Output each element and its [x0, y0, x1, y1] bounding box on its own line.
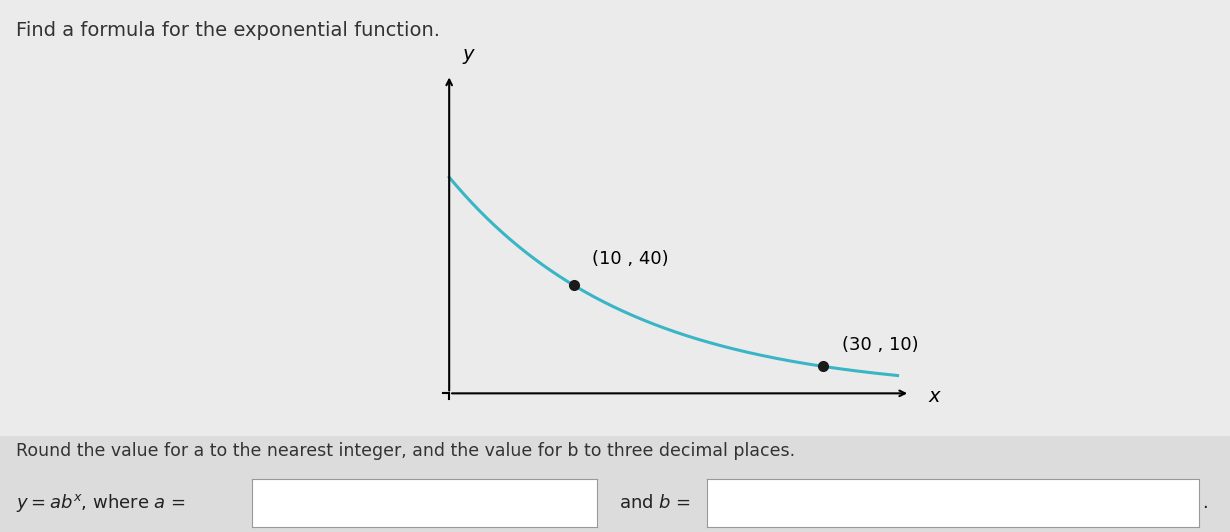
Text: y: y: [462, 45, 474, 64]
Text: Find a formula for the exponential function.: Find a formula for the exponential funct…: [16, 21, 440, 40]
Bar: [0, 0, 1230, 436]
Text: (30 , 10): (30 , 10): [841, 336, 918, 354]
Text: i: i: [722, 494, 727, 512]
Text: i: i: [267, 494, 272, 512]
Text: $y = ab^x$, where $a$ =: $y = ab^x$, where $a$ =: [16, 492, 188, 514]
Text: (10 , 40): (10 , 40): [593, 250, 669, 268]
Text: Round the value for a to the nearest integer, and the value for b to three decim: Round the value for a to the nearest int…: [16, 442, 795, 460]
Text: x: x: [929, 387, 940, 405]
Text: .: .: [1202, 494, 1208, 512]
Text: and $b$ =: and $b$ =: [619, 494, 692, 512]
